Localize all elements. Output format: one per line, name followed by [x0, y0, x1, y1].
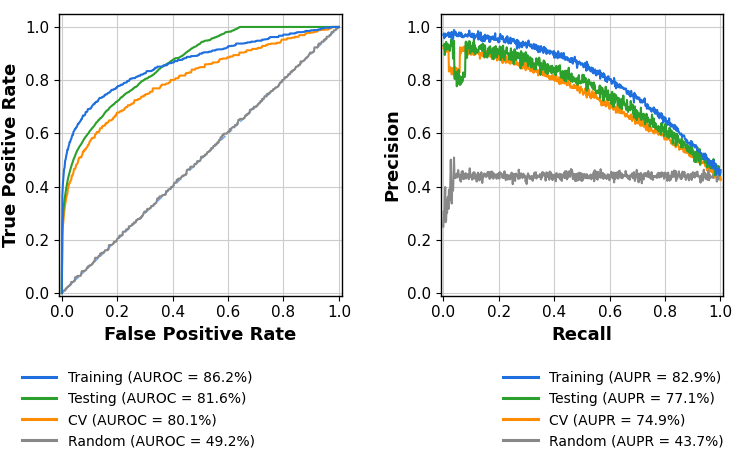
Y-axis label: True Positive Rate: True Positive Rate — [1, 63, 19, 247]
Legend: Training (AUROC = 86.2%), Testing (AUROC = 81.6%), CV (AUROC = 80.1%), Random (A: Training (AUROC = 86.2%), Testing (AUROC… — [21, 371, 255, 448]
X-axis label: Recall: Recall — [551, 326, 613, 344]
X-axis label: False Positive Rate: False Positive Rate — [104, 326, 297, 344]
Legend: Training (AUPR = 82.9%), Testing (AUPR = 77.1%), CV (AUPR = 74.9%), Random (AUPR: Training (AUPR = 82.9%), Testing (AUPR =… — [503, 371, 724, 448]
Y-axis label: Precision: Precision — [383, 108, 401, 201]
